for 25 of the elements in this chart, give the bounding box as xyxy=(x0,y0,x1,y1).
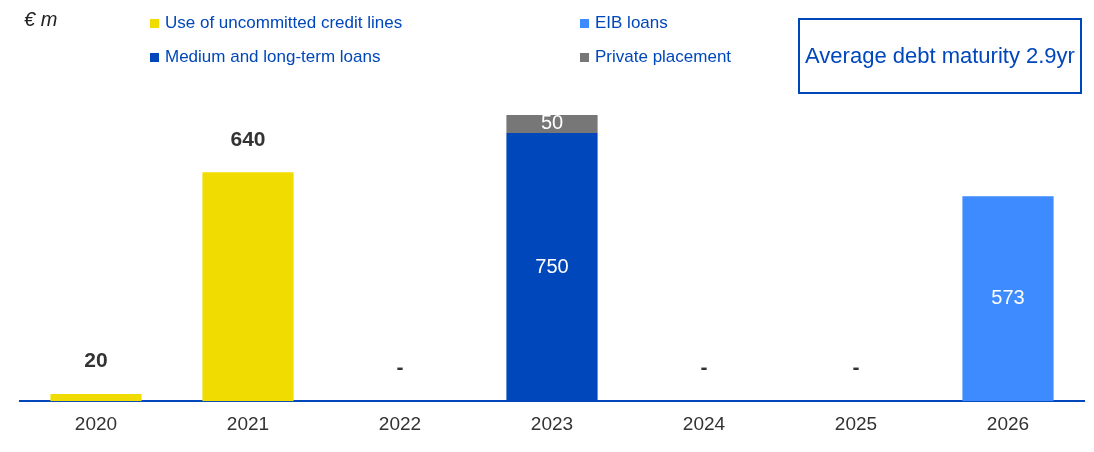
bar xyxy=(962,196,1054,402)
bar xyxy=(202,172,294,402)
data-label: - xyxy=(852,355,860,379)
legend-label: Use of uncommitted credit lines xyxy=(165,13,403,33)
x-tick-label: 2021 xyxy=(226,412,270,434)
x-tick-label: 2022 xyxy=(378,412,422,434)
bar xyxy=(50,394,142,402)
y-axis-title: € m xyxy=(24,8,58,31)
legend-label: EIB loans xyxy=(595,13,668,33)
data-label: - xyxy=(700,355,708,379)
data-label: 50 xyxy=(540,111,564,134)
x-tick-label: 2025 xyxy=(834,412,878,434)
data-label: - xyxy=(396,355,404,379)
x-tick-label: 2023 xyxy=(530,412,574,434)
x-tick-label: 2024 xyxy=(682,412,726,434)
data-label: 640 xyxy=(230,126,266,150)
data-label: 750 xyxy=(535,254,569,277)
x-tick-label: 2026 xyxy=(986,412,1030,434)
legend-label: Private placement xyxy=(595,47,732,67)
data-label: 20 xyxy=(84,348,108,372)
x-tick-label: 2020 xyxy=(74,412,118,434)
data-label: 573 xyxy=(991,286,1025,309)
legend-label: Medium and long-term loans xyxy=(165,47,381,67)
bar xyxy=(506,115,598,133)
text: Average debt maturity 2.9yr xyxy=(798,18,1082,94)
